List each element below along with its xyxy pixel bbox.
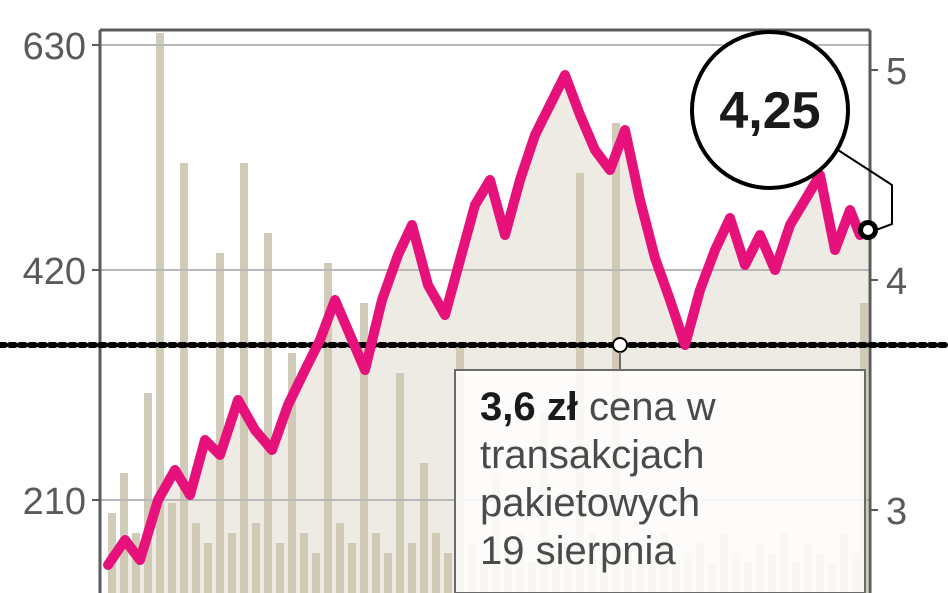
volume-bar <box>204 543 212 593</box>
volume-bar <box>228 533 236 593</box>
volume-bar <box>168 503 176 593</box>
volume-bar <box>120 473 128 593</box>
volume-bar <box>336 523 344 593</box>
annotation-line: 19 sierpnia <box>480 529 676 573</box>
stock-chart: 630 420 210 5 4 3 4,25 3,6 zł cena wtransakcjac… <box>0 0 948 593</box>
volume-bar <box>252 523 260 593</box>
volume-bar <box>396 373 404 593</box>
chart-svg: 630 420 210 5 4 3 4,25 3,6 zł cena wtransakcjac… <box>0 0 948 593</box>
volume-bar <box>312 553 320 593</box>
volume-bar <box>420 463 428 593</box>
volume-bar <box>408 543 416 593</box>
right-axis-label: 3 <box>886 491 907 533</box>
volume-bar <box>240 163 248 593</box>
volume-bar <box>180 163 188 593</box>
annotation-pointer <box>613 338 627 352</box>
volume-bar <box>348 543 356 593</box>
volume-bar <box>432 533 440 593</box>
annotation-line: transakcjach <box>480 433 705 477</box>
volume-bar <box>276 543 284 593</box>
callout-value: 4,25 <box>719 82 820 140</box>
volume-bar <box>264 233 272 593</box>
volume-bar <box>216 253 224 593</box>
annotation-line: pakietowych <box>480 481 700 525</box>
right-axis-label: 5 <box>886 51 907 93</box>
right-axis-label: 4 <box>886 261 907 303</box>
volume-bar <box>444 553 452 593</box>
left-axis-label: 210 <box>23 481 86 523</box>
left-axis-label: 420 <box>23 251 86 293</box>
volume-bar <box>372 533 380 593</box>
left-axis-label: 630 <box>23 26 86 68</box>
volume-bar <box>300 533 308 593</box>
volume-bar <box>144 393 152 593</box>
annotation-line: 3,6 zł cena w <box>480 385 716 429</box>
end-marker-inner <box>863 225 873 235</box>
volume-bar <box>384 553 392 593</box>
volume-bar <box>192 523 200 593</box>
